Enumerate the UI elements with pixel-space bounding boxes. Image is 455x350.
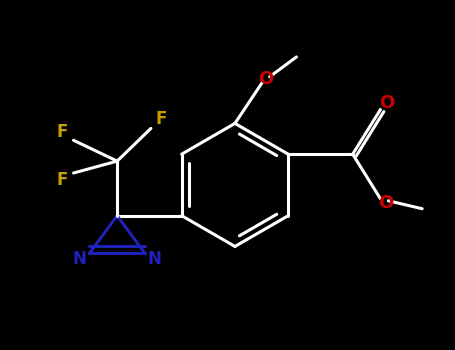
Text: N: N: [72, 250, 86, 268]
Text: F: F: [57, 123, 68, 141]
Text: O: O: [258, 70, 273, 88]
Text: N: N: [148, 250, 162, 268]
Text: F: F: [57, 171, 68, 189]
Text: F: F: [155, 111, 167, 128]
Text: O: O: [379, 93, 394, 112]
Text: O: O: [378, 194, 393, 212]
